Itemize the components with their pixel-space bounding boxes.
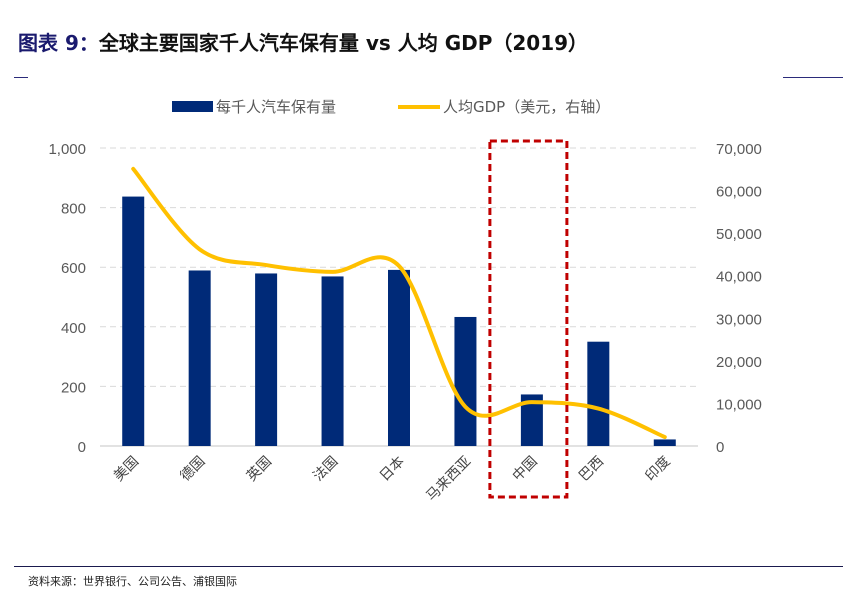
category-label: 日本 [377,454,408,485]
bar-英国 [255,273,278,446]
left-tick-label: 600 [61,260,86,277]
right-tick-label: 40,000 [716,269,762,286]
left-tick-label: 200 [61,379,86,396]
category-label: 印度 [642,454,673,485]
category-label: 德国 [177,454,208,485]
bar-印度 [653,439,676,446]
right-tick-label: 20,000 [716,354,762,371]
bar-德国 [188,270,211,446]
left-tick-label: 0 [78,439,86,456]
right-tick-label: 0 [716,439,724,456]
left-tick-label: 400 [61,320,86,337]
bar-马来西亚 [454,316,477,446]
figure-title: 图表 9：全球主要国家千人汽车保有量 vs 人均 GDP（2019） [18,27,588,56]
category-label: 法国 [310,454,341,485]
category-label: 中国 [510,454,541,485]
left-tick-label: 800 [61,201,86,218]
bar-中国 [520,394,543,446]
footer-rule [14,566,843,567]
bar-法国 [321,276,344,446]
legend-line-label: 人均GDP（美元，右轴） [443,98,610,116]
left-tick-label: 1,000 [48,141,86,158]
right-tick-label: 30,000 [716,311,762,328]
right-tick-label: 10,000 [716,396,762,413]
header-rule-left [14,77,28,78]
legend-bar-swatch [172,101,213,112]
category-label: 巴西 [576,454,607,485]
category-label: 马来西亚 [423,454,474,505]
category-label: 美国 [111,454,142,485]
bar-美国 [122,196,145,446]
right-tick-label: 50,000 [716,226,762,243]
figure-label: 图表 9： [18,31,99,55]
legend-bar-label: 每千人汽车保有量 [216,98,336,116]
bar-日本 [388,269,410,446]
chart: 0 200 400 600 800 1,000 0 10,000 20,000 30,000 40,… [48,98,762,505]
header-rule-right [783,77,843,78]
category-label: 英国 [243,453,275,485]
highlight-box [488,139,569,499]
right-tick-label: 70,000 [716,141,762,158]
right-tick-label: 60,000 [716,184,762,201]
figure-title-text: 全球主要国家千人汽车保有量 vs 人均 GDP（2019） [98,31,589,55]
source-note: 资料来源：世界银行、公司公告、浦银国际 [28,575,237,588]
bar-巴西 [587,341,610,446]
